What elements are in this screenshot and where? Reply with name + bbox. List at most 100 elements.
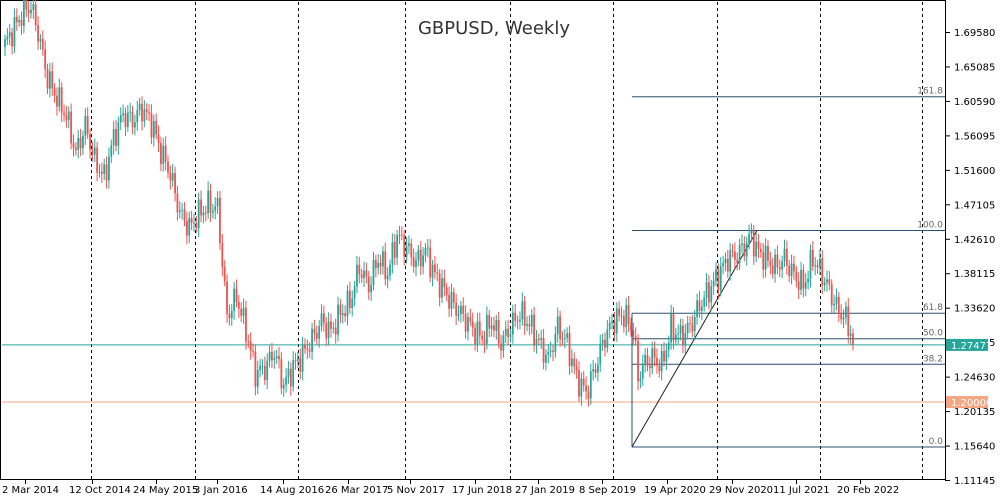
candle-body [148, 111, 150, 114]
candle-body [592, 369, 595, 372]
candle-body [575, 366, 578, 371]
candle-body [138, 103, 141, 110]
candle-body [696, 300, 699, 318]
candle-body [108, 156, 110, 181]
candle-body [306, 348, 309, 350]
candle-body [837, 296, 840, 314]
y-tick-label: 1.11145 [954, 476, 995, 487]
x-tick-label: 8 Sep 2019 [579, 485, 636, 496]
candle-body [601, 339, 604, 344]
candle-body [410, 243, 413, 258]
candle-body [131, 111, 134, 128]
candle-body [242, 307, 245, 316]
candle-body [89, 134, 91, 150]
candle-body [637, 340, 639, 382]
y-tick-label: 1.51600 [954, 166, 995, 177]
candle-body [65, 114, 68, 120]
candle-body [214, 206, 217, 211]
candle-body [587, 391, 590, 399]
candle-body [436, 272, 439, 274]
candle-body [63, 112, 65, 115]
candle-body [653, 348, 656, 358]
fib-level-label: 38.2 [923, 354, 943, 364]
candle-body [382, 251, 384, 267]
candle-body [391, 242, 394, 265]
candle-body [346, 290, 349, 317]
candle-body [634, 336, 637, 341]
candle-body [589, 371, 592, 399]
y-tick-label: 1.56095 [954, 131, 995, 142]
candle-body [337, 304, 339, 335]
candle-body [452, 292, 455, 303]
candle-body [514, 312, 517, 321]
candle-body [353, 286, 356, 299]
candle-body [51, 71, 54, 89]
x-tick-label: 11 Jul 2021 [773, 485, 830, 496]
candle-body [178, 210, 181, 213]
fib-level-label: 161.8 [917, 87, 943, 97]
candle-body [698, 300, 701, 312]
candle-body [320, 313, 323, 327]
candle-body [526, 324, 528, 327]
candle-body [667, 342, 670, 351]
candle-body [280, 359, 283, 389]
candle-body [488, 315, 491, 329]
candle-body [455, 302, 458, 316]
candle-body [294, 360, 297, 362]
candle-body [639, 378, 642, 382]
candle-body [545, 354, 547, 363]
candle-body [729, 250, 732, 272]
candle-body [204, 212, 207, 214]
candle-body [552, 350, 554, 352]
candle-body [535, 338, 538, 345]
candle-body [764, 246, 767, 270]
candle-body [481, 335, 484, 340]
candle-body [4, 39, 6, 47]
price-tag-bg [946, 396, 988, 409]
candle-body [571, 358, 573, 366]
candle-body [752, 230, 755, 257]
candle-body [77, 137, 80, 150]
candle-body [677, 333, 680, 335]
candle-body [478, 321, 481, 336]
candle-body [207, 190, 210, 214]
candle-body [533, 314, 536, 345]
candle-body [516, 320, 519, 322]
candle-body [117, 122, 120, 146]
candle-body [344, 313, 347, 317]
candle-body [800, 269, 802, 290]
candle-body [259, 365, 262, 370]
candle-body [469, 317, 472, 322]
candle-body [431, 264, 434, 278]
candle-body [556, 316, 559, 335]
price-tag-label: 1.27477 [951, 341, 992, 352]
candle-body [285, 377, 287, 385]
candle-body [417, 249, 420, 261]
candle-body [129, 111, 132, 113]
candle-body [110, 145, 113, 157]
candle-body [396, 235, 399, 258]
candle-body [91, 149, 94, 155]
fib-level-label: 61.8 [923, 303, 943, 313]
candle-body [126, 112, 129, 128]
candle-body [282, 384, 285, 389]
candle-body [419, 249, 422, 267]
candle-body [578, 370, 580, 397]
candle-body [627, 305, 630, 325]
candle-body [157, 134, 160, 144]
candle-body [297, 357, 299, 361]
candle-body [441, 278, 443, 298]
candle-body [665, 350, 668, 362]
candle-body [724, 258, 727, 264]
candle-body [256, 369, 259, 387]
x-tick-label: 19 Apr 2020 [644, 485, 706, 496]
candle-body [830, 284, 833, 306]
candle-body [767, 246, 769, 261]
candle-body [849, 333, 852, 336]
candle-body [622, 316, 625, 327]
candle-body [566, 333, 569, 338]
candle-body [797, 281, 800, 290]
candle-body [495, 319, 498, 331]
candle-body [25, 0, 28, 10]
candle-body [582, 378, 585, 386]
